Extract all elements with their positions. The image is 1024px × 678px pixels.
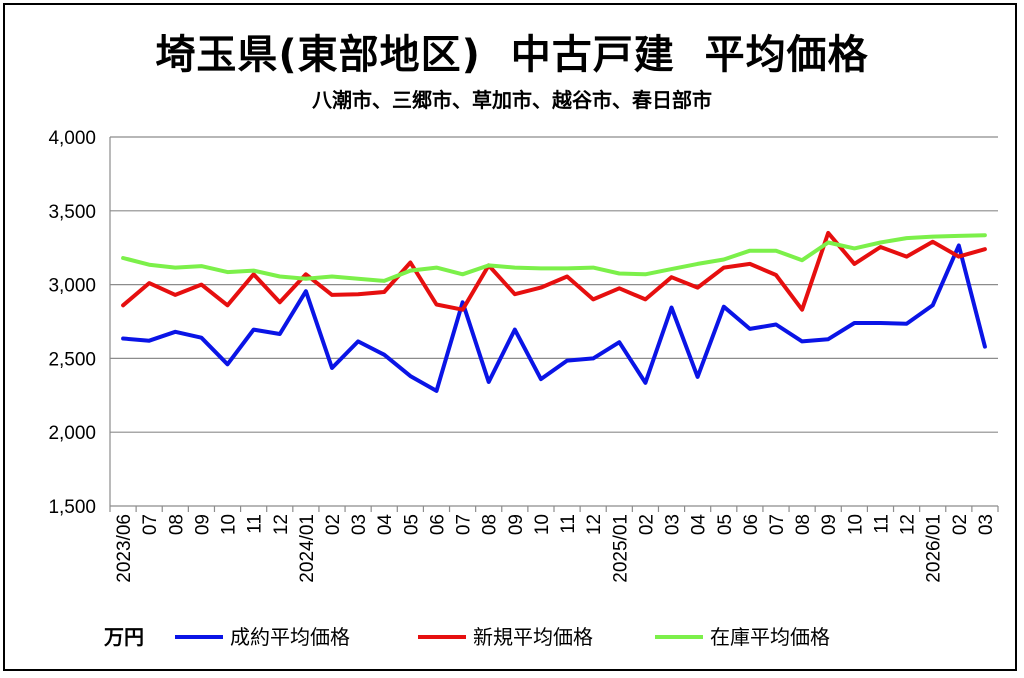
x-tick-label: 07 bbox=[454, 514, 475, 535]
series-line bbox=[121, 233, 987, 283]
x-tick-label: 2023/06 bbox=[114, 514, 135, 583]
x-tick-label: 03 bbox=[976, 514, 997, 535]
chart-subtitle: 八潮市、三郷市、草加市、越谷市、春日部市 bbox=[312, 88, 712, 112]
x-tick-label: 05 bbox=[715, 514, 736, 535]
x-tick-label: 10 bbox=[532, 514, 553, 535]
x-tick-label: 03 bbox=[349, 514, 370, 535]
y-tick-label: 2,500 bbox=[48, 349, 96, 370]
y-tick-label: 4,000 bbox=[48, 128, 96, 149]
y-tick-label: 3,500 bbox=[48, 202, 96, 223]
series-line bbox=[121, 243, 987, 393]
x-tick-label: 2024/01 bbox=[297, 514, 318, 583]
x-tick-label: 11 bbox=[558, 514, 579, 534]
x-tick-label: 06 bbox=[741, 514, 762, 535]
x-tick-label: 11 bbox=[871, 514, 892, 534]
chart-title: 埼玉県(東部地区) 中古戸建 平均価格 bbox=[155, 32, 869, 78]
y-tick-label: 1,500 bbox=[48, 497, 96, 518]
x-tick-label: 08 bbox=[793, 514, 814, 535]
x-tick-label: 2025/01 bbox=[610, 514, 631, 583]
y-tick-label: 3,000 bbox=[48, 276, 96, 297]
x-tick-label: 11 bbox=[245, 514, 266, 534]
x-tick-label: 12 bbox=[584, 514, 605, 535]
x-tick-label: 10 bbox=[845, 514, 866, 535]
series-line bbox=[121, 230, 987, 312]
x-tick-label: 06 bbox=[427, 514, 448, 535]
x-tick-label: 09 bbox=[506, 514, 527, 535]
x-tick-label: 09 bbox=[192, 514, 213, 535]
x-tick-label: 10 bbox=[219, 514, 240, 535]
x-tick-label: 07 bbox=[140, 514, 161, 535]
x-tick-label: 04 bbox=[375, 514, 396, 536]
x-tick-label: 03 bbox=[663, 514, 684, 535]
legend-label: 成約平均価格 bbox=[230, 625, 350, 649]
legend-label: 在庫平均価格 bbox=[710, 625, 830, 649]
x-tick-label: 02 bbox=[323, 514, 344, 535]
x-tick-label: 02 bbox=[636, 514, 657, 535]
x-tick-label: 05 bbox=[401, 514, 422, 535]
x-tick-label: 07 bbox=[767, 514, 788, 535]
x-tick-label: 08 bbox=[480, 514, 501, 535]
x-tick-label: 12 bbox=[898, 514, 919, 535]
x-tick-label: 09 bbox=[819, 514, 840, 535]
x-tick-label: 2026/01 bbox=[924, 514, 945, 583]
unit-label: 万円 bbox=[103, 625, 144, 649]
legend-label: 新規平均価格 bbox=[473, 625, 593, 649]
x-tick-label: 08 bbox=[166, 514, 187, 535]
y-tick-label: 2,000 bbox=[48, 423, 96, 444]
x-tick-label: 04 bbox=[689, 514, 710, 536]
x-tick-label: 12 bbox=[271, 514, 292, 535]
x-tick-label: 02 bbox=[950, 514, 971, 535]
